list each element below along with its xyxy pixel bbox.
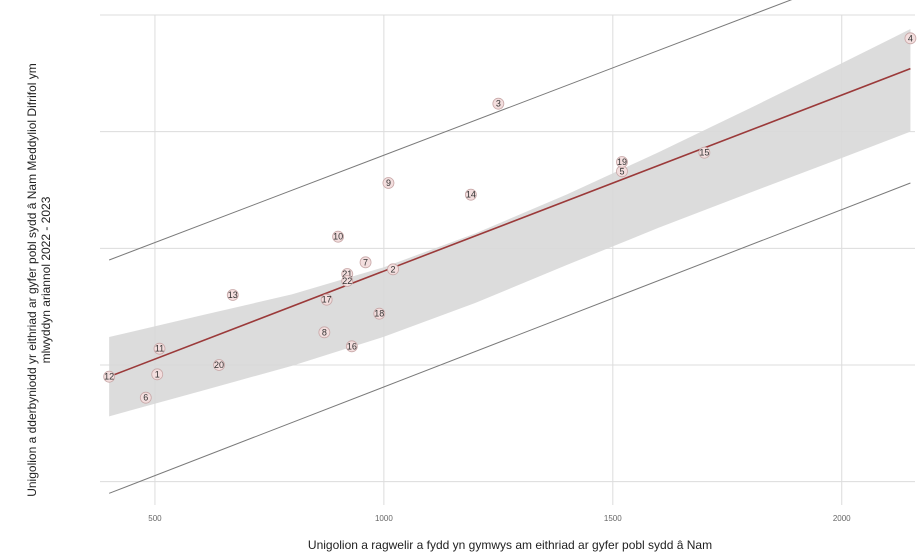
prediction-interval-upper xyxy=(108,0,793,261)
data-point: 20 xyxy=(213,359,225,371)
point-marker xyxy=(382,177,395,189)
point-label: 7 xyxy=(363,257,368,267)
data-point: 15 xyxy=(698,146,711,159)
data-point: 19 xyxy=(616,156,628,168)
data-point: 17 xyxy=(320,293,333,306)
data-point: 10 xyxy=(332,230,344,243)
point-label: 10 xyxy=(333,232,343,242)
data-point: 14 xyxy=(464,188,477,201)
x-tick-label: 1000 xyxy=(375,514,393,523)
point-marker xyxy=(373,307,386,320)
point-label: 19 xyxy=(617,157,627,167)
regression-line xyxy=(108,67,911,378)
point-marker xyxy=(103,370,116,383)
point-label: 21 xyxy=(342,269,352,279)
point-marker xyxy=(226,289,239,301)
data-point: 1 xyxy=(151,368,164,381)
data-point: 22 xyxy=(341,275,354,287)
point-marker xyxy=(332,230,344,243)
x-tick-label: 1500 xyxy=(604,514,622,523)
point-label: 12 xyxy=(104,372,114,382)
point-label: 13 xyxy=(228,290,238,300)
point-label: 16 xyxy=(347,341,357,351)
point-label: 1 xyxy=(155,369,160,379)
point-label: 11 xyxy=(155,344,164,354)
data-point: 8 xyxy=(318,326,331,339)
point-marker xyxy=(359,256,372,269)
point-marker xyxy=(151,368,164,381)
point-label: 22 xyxy=(342,276,352,286)
point-marker xyxy=(387,263,399,276)
x-tick-labels: 500 1000 1500 2000 xyxy=(148,514,851,523)
point-marker xyxy=(345,340,358,353)
data-point: 16 xyxy=(345,340,358,353)
point-marker xyxy=(464,188,477,201)
point-label: 8 xyxy=(322,327,327,337)
point-label: 4 xyxy=(908,33,913,43)
data-point: 9 xyxy=(382,177,395,189)
fit-line xyxy=(108,67,911,378)
point-marker xyxy=(139,391,152,404)
point-label: 18 xyxy=(374,309,384,319)
point-label: 6 xyxy=(143,393,148,403)
point-label: 14 xyxy=(466,190,476,200)
data-point: 13 xyxy=(226,289,239,301)
point-label: 2 xyxy=(391,264,396,274)
data-point: 18 xyxy=(373,307,386,320)
point-label: 17 xyxy=(322,295,332,305)
data-point: 7 xyxy=(359,256,372,269)
x-axis-title: Unigolion a ragwelir a fydd yn gymwys am… xyxy=(307,538,713,552)
data-point: 4 xyxy=(904,32,917,45)
data-point: 12 xyxy=(103,370,116,383)
point-label: 3 xyxy=(496,99,501,109)
data-point: 2 xyxy=(387,263,399,276)
x-tick-label: 500 xyxy=(148,514,162,523)
point-marker xyxy=(213,359,225,371)
point-marker xyxy=(320,293,333,306)
point-marker xyxy=(318,326,331,339)
point-marker xyxy=(492,97,505,110)
point-marker xyxy=(904,32,917,45)
y-axis-title-container: Unigolion a dderbyniodd yr eithriad ar g… xyxy=(8,60,70,500)
point-marker xyxy=(341,275,354,287)
point-label: 5 xyxy=(619,166,624,176)
prediction-interval xyxy=(108,0,911,494)
point-label: 20 xyxy=(214,360,224,370)
data-point: 6 xyxy=(139,391,152,404)
prediction-interval-lower xyxy=(108,182,911,494)
y-axis-title: Unigolion a dderbyniodd yr eithriad ar g… xyxy=(25,63,53,497)
point-label: 15 xyxy=(699,148,709,158)
point-marker xyxy=(616,156,628,168)
point-label: 9 xyxy=(386,178,391,188)
x-tick-label: 2000 xyxy=(833,514,851,523)
data-point: 11 xyxy=(153,342,166,355)
point-marker xyxy=(153,342,166,355)
point-marker xyxy=(698,146,711,159)
data-point: 3 xyxy=(492,97,505,110)
